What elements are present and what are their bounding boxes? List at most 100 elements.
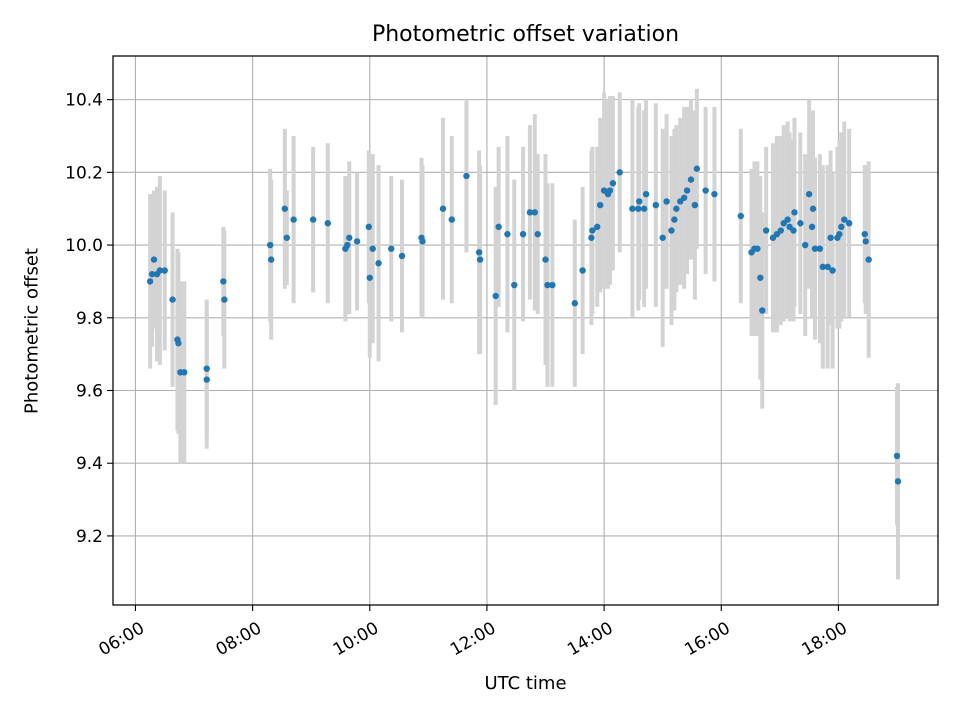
data-point [492, 292, 499, 300]
x-axis-ticks: 06:00 08:00 10:00 12:00 14:00 16:00 18:00 [96, 605, 851, 660]
data-point [290, 216, 297, 223]
data-point [579, 267, 586, 274]
x-tick-label: 06:00 [96, 618, 148, 660]
data-point [862, 238, 869, 245]
x-axis-label: UTC time [484, 673, 567, 694]
y-tick-label: 10.0 [65, 236, 103, 256]
y-tick-label: 9.6 [76, 381, 103, 401]
data-point [636, 198, 643, 205]
data-point [819, 263, 826, 271]
data-point [816, 245, 824, 252]
x-tick-label: 12:00 [447, 618, 499, 660]
data-point [511, 281, 518, 289]
chart-title: Photometric offset variation [371, 22, 680, 47]
data-point [894, 478, 902, 485]
data-point [146, 278, 154, 285]
data-point [702, 187, 709, 194]
data-point [476, 256, 484, 263]
data-point [671, 216, 678, 223]
y-axis-ticks: 9.2 9.4 9.6 9.8 10.0 10.2 10.4 [65, 91, 113, 547]
data-point [175, 340, 182, 347]
data-point [811, 245, 819, 252]
data-point [309, 216, 317, 223]
x-tick-label: 16:00 [681, 618, 733, 660]
x-tick-label: 08:00 [213, 618, 265, 660]
data-point [365, 223, 372, 231]
data-point [267, 256, 275, 263]
data-point [784, 216, 791, 223]
data-point [571, 300, 579, 307]
data-point [711, 190, 718, 198]
data-point [148, 270, 156, 278]
data-point [659, 234, 666, 241]
data-point [683, 187, 691, 194]
data-point [283, 234, 290, 241]
data-point [594, 223, 601, 231]
data-point [534, 230, 541, 238]
data-point [805, 190, 813, 198]
data-point [668, 227, 675, 234]
data-point [221, 296, 228, 303]
data-point [366, 274, 373, 281]
data-point [808, 223, 816, 231]
data-point [544, 281, 551, 289]
data-point [353, 238, 361, 245]
x-tick-label: 14:00 [564, 618, 616, 660]
data-point [762, 227, 770, 234]
data-point [266, 241, 274, 249]
data-point [616, 169, 623, 176]
data-point [635, 205, 642, 212]
data-point [673, 205, 680, 212]
data-point [542, 256, 549, 263]
data-point [845, 220, 853, 227]
data-point [790, 227, 797, 234]
data-point [606, 187, 614, 194]
x-tick-label: 10:00 [330, 618, 382, 660]
data-point [475, 249, 483, 256]
data-point [324, 220, 331, 227]
data-point [549, 281, 556, 289]
data-point [841, 216, 848, 223]
data-point [181, 369, 188, 376]
y-tick-label: 9.2 [76, 527, 103, 547]
data-point [640, 205, 648, 212]
data-point [150, 256, 158, 263]
data-point [652, 201, 660, 209]
data-point [161, 267, 168, 274]
data-point [687, 176, 695, 183]
y-tick-label: 10.4 [65, 91, 103, 111]
error-bars [148, 88, 900, 580]
data-point [759, 307, 766, 314]
data-point [398, 252, 406, 260]
data-point [344, 241, 351, 249]
data-point [663, 198, 670, 205]
data-point [827, 234, 834, 241]
data-point [757, 274, 764, 281]
data-point [220, 278, 227, 285]
data-points [146, 165, 902, 485]
data-point [797, 220, 804, 227]
y-tick-label: 9.4 [76, 454, 103, 474]
data-point [375, 260, 382, 267]
data-point [588, 234, 595, 241]
data-point [802, 241, 809, 249]
data-point [203, 376, 210, 383]
y-tick-label: 10.2 [65, 163, 103, 183]
data-point [861, 230, 868, 238]
x-tick-label: 18:00 [798, 618, 850, 660]
data-point [829, 267, 836, 274]
data-point [281, 205, 289, 212]
data-point [642, 190, 650, 198]
data-point [519, 230, 527, 238]
data-point [419, 238, 426, 245]
data-point [463, 172, 470, 180]
data-point [589, 227, 596, 234]
data-point [504, 230, 511, 238]
data-point [156, 267, 164, 274]
data-point [629, 205, 636, 212]
data-point [838, 223, 845, 231]
data-point [754, 245, 761, 252]
data-point [893, 452, 901, 460]
data-point [531, 209, 538, 216]
